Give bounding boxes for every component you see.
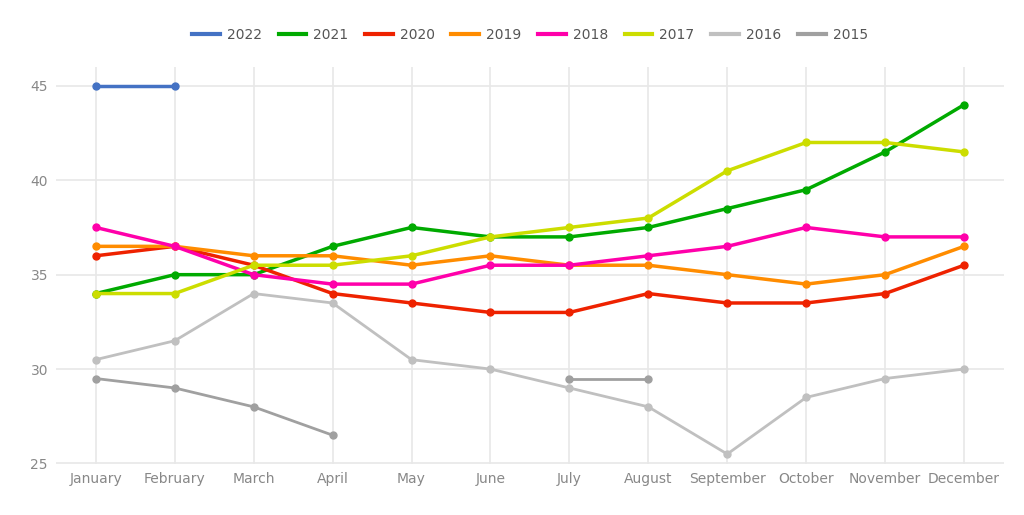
Legend: 2022, 2021, 2020, 2019, 2018, 2017, 2016, 2015: 2022, 2021, 2020, 2019, 2018, 2017, 2016… xyxy=(186,22,873,47)
